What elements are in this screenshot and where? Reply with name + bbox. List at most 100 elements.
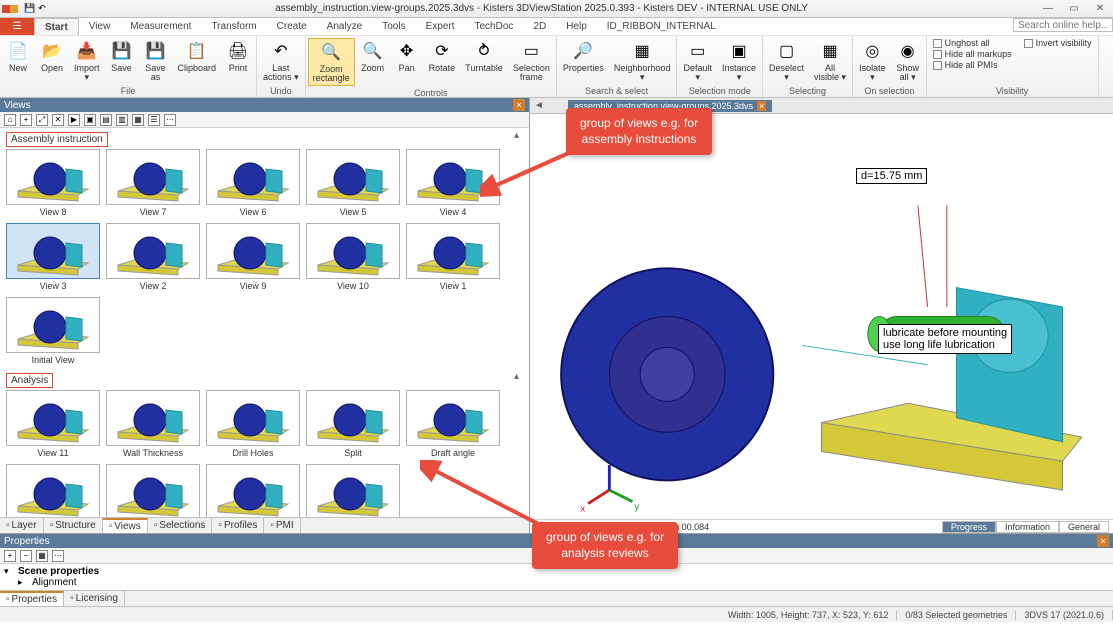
thumb-caption: View 6 <box>240 207 267 217</box>
ribbon-clipboard[interactable]: 📋Clipboard <box>174 38 221 75</box>
view-thumb[interactable]: View 5 <box>306 149 400 217</box>
view-thumb[interactable]: View 7 <box>106 149 200 217</box>
ribbon-zoom-rect[interactable]: 🔍Zoomrectangle <box>308 38 355 86</box>
menu-tab-analyze[interactable]: Analyze <box>317 18 373 35</box>
view-group-collapse[interactable]: ▴ <box>514 371 519 382</box>
left-tab-pmi[interactable]: ▫PMI <box>264 518 300 533</box>
ribbon-sel-frame[interactable]: ▭Selectionframe <box>509 38 554 84</box>
prop-tool-4[interactable]: ⋯ <box>52 550 64 562</box>
tool-expand-icon[interactable]: ⤢ <box>36 114 48 126</box>
vis-hide-pmis[interactable]: Hide all PMIs <box>933 60 1012 70</box>
view-thumb[interactable]: View 9 <box>206 223 300 291</box>
ribbon-zoom[interactable]: 🔍Zoom <box>357 38 389 75</box>
minimize-button[interactable]: — <box>1035 0 1061 18</box>
ribbon-pan[interactable]: ✥Pan <box>391 38 423 75</box>
properties-close[interactable]: × <box>1097 535 1109 547</box>
maximize-button[interactable]: ▭ <box>1061 0 1087 18</box>
view-thumb[interactable]: Drill Holes <box>206 390 300 458</box>
ribbon-import[interactable]: 📥Import▾ <box>70 38 104 84</box>
view-group-header[interactable]: Assembly instruction <box>6 132 108 147</box>
view-thumb[interactable]: View 2 <box>106 223 200 291</box>
view-thumb[interactable]: View 6 <box>206 149 300 217</box>
left-tab-structure[interactable]: ▫Structure <box>44 518 103 533</box>
vis-unghost-all[interactable]: Unghost all <box>933 38 1012 48</box>
menu-tab-2d[interactable]: 2D <box>523 18 556 35</box>
ribbon-save-as[interactable]: 💾Saveas <box>140 38 172 84</box>
view-thumb[interactable]: Draft angle <box>406 390 500 458</box>
view-thumb[interactable]: View 8 <box>6 149 100 217</box>
view-thumb[interactable]: View 1 <box>406 223 500 291</box>
menu-tab-techdoc[interactable]: TechDoc <box>465 18 524 35</box>
view-thumb[interactable]: View 4 <box>406 149 500 217</box>
ribbon-isolate[interactable]: ◎Isolate▾ <box>855 38 890 84</box>
ribbon-instance[interactable]: ▣Instance▾ <box>718 38 760 84</box>
tool-play-icon[interactable]: ▶ <box>68 114 80 126</box>
view-thumb[interactable]: View 3 <box>6 223 100 291</box>
ribbon-last-actions[interactable]: ↶Lastactions ▾ <box>259 38 303 84</box>
menu-tab-id-ribbon-internal[interactable]: ID_RIBBON_INTERNAL <box>597 18 726 35</box>
msg-tab-information[interactable]: Information <box>996 521 1059 533</box>
ribbon-properties[interactable]: 🔎Properties <box>559 38 608 75</box>
view-thumb[interactable]: View 10 <box>306 223 400 291</box>
prop-tool-2[interactable]: − <box>20 550 32 562</box>
view-thumb[interactable]: Wall Thickness <box>106 390 200 458</box>
ribbon-deselect[interactable]: ▢Deselect▾ <box>765 38 808 84</box>
tool-home-icon[interactable]: ⌂ <box>4 114 16 126</box>
help-search-input[interactable] <box>1013 18 1113 32</box>
view-thumb[interactable]: Clash <box>306 464 400 517</box>
menu-tab-view[interactable]: View <box>79 18 121 35</box>
menu-tab-transform[interactable]: Transform <box>201 18 266 35</box>
ribbon-open[interactable]: 📂Open <box>36 38 68 75</box>
tool-cross-icon[interactable]: ✕ <box>52 114 64 126</box>
tool-misc-icon[interactable]: ⋯ <box>164 114 176 126</box>
ribbon-save[interactable]: 💾Save <box>106 38 138 75</box>
msg-tab-general[interactable]: General <box>1059 521 1109 533</box>
left-tab-profiles[interactable]: ▫Profiles <box>212 518 264 533</box>
tool-list-icon[interactable]: ☰ <box>148 114 160 126</box>
tool-box3-icon[interactable]: ▥ <box>116 114 128 126</box>
ribbon-show-all[interactable]: ◉Showall ▾ <box>892 38 924 84</box>
ribbon-neighborhood[interactable]: ▦Neighborhood▾ <box>610 38 675 84</box>
ribbon-default[interactable]: ▭Default▾ <box>679 38 716 84</box>
tool-box1-icon[interactable]: ▣ <box>84 114 96 126</box>
tab-nav-left[interactable]: ◄ <box>530 100 548 111</box>
menu-tab-create[interactable]: Create <box>267 18 317 35</box>
ribbon-all-visible[interactable]: ▦Allvisible ▾ <box>810 38 850 84</box>
tool-box2-icon[interactable]: ▤ <box>100 114 112 126</box>
ribbon-rotate[interactable]: ⟳Rotate <box>425 38 460 75</box>
ribbon-turntable[interactable]: ⥁Turntable <box>461 38 507 75</box>
left-tab-selections[interactable]: ▫Selections <box>148 518 213 533</box>
props-tab-licensing[interactable]: ▫Licensing <box>64 591 125 606</box>
msg-tab-progress[interactable]: Progress <box>942 521 996 533</box>
views-panel-close[interactable]: × <box>513 99 525 111</box>
vis-invert-vis[interactable]: Invert visibility <box>1024 38 1092 48</box>
left-tab-views[interactable]: ▫Views <box>103 518 148 533</box>
prop-tool-1[interactable]: + <box>4 550 16 562</box>
view-thumb[interactable]: View 16 <box>6 464 100 517</box>
file-menu-button[interactable]: ☰ <box>0 18 34 35</box>
menu-tab-expert[interactable]: Expert <box>416 18 465 35</box>
prop-tool-3[interactable]: ▦ <box>36 550 48 562</box>
close-button[interactable]: ✕ <box>1087 0 1113 18</box>
left-tab-layer[interactable]: ▫Layer <box>0 518 44 533</box>
3d-viewport[interactable]: x y z d=15.75 mm lubricate before mounti… <box>530 114 1113 519</box>
props-tab-properties[interactable]: ▫Properties <box>0 591 64 606</box>
view-thumb[interactable]: Distance analysis <box>206 464 300 517</box>
view-thumb[interactable]: Initial View <box>6 297 100 365</box>
tool-add-icon[interactable]: + <box>20 114 32 126</box>
view-thumb[interactable]: View 11 <box>6 390 100 458</box>
vis-hide-markups[interactable]: Hide all markups <box>933 49 1012 59</box>
tool-grid-icon[interactable]: ▦ <box>132 114 144 126</box>
view-thumb[interactable]: View 17 <box>106 464 200 517</box>
prop-row-alignment[interactable]: ▸Alignment <box>4 577 1109 588</box>
ribbon-print[interactable]: 🖨Print <box>222 38 254 75</box>
view-group-header[interactable]: Analysis <box>6 373 53 388</box>
menu-tab-help[interactable]: Help <box>556 18 597 35</box>
view-thumb[interactable]: Split <box>306 390 400 458</box>
menu-tab-start[interactable]: Start <box>34 18 79 35</box>
view-group-collapse[interactable]: ▴ <box>514 130 519 141</box>
document-tab-close[interactable]: × <box>757 101 766 111</box>
menu-tab-tools[interactable]: Tools <box>372 18 415 35</box>
ribbon-new[interactable]: 📄New <box>2 38 34 75</box>
menu-tab-measurement[interactable]: Measurement <box>120 18 201 35</box>
